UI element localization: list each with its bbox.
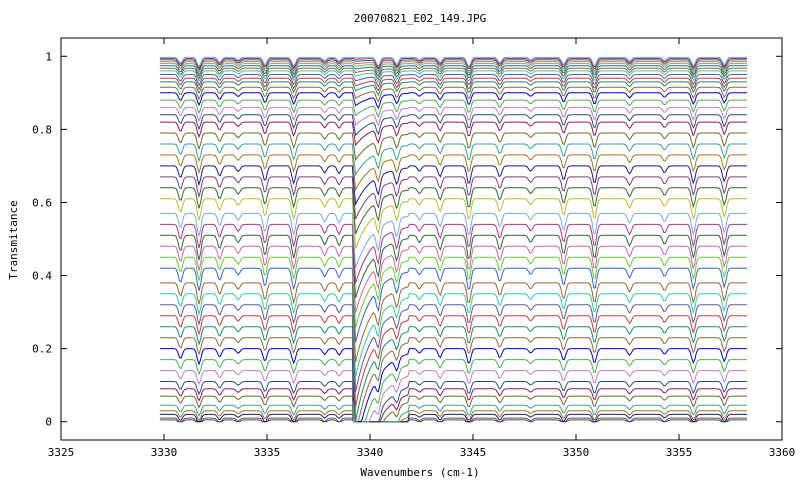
series-line	[159, 198, 747, 249]
series-line	[159, 99, 747, 118]
series-line	[159, 404, 747, 423]
series-line	[159, 59, 747, 71]
series-line	[159, 304, 747, 392]
series-line	[159, 81, 747, 97]
y-tick-label: 0	[45, 416, 52, 429]
y-axis-label: Transmitance	[7, 200, 20, 279]
series-line	[159, 370, 747, 423]
series-line	[159, 154, 747, 192]
y-tick-label: 0.6	[32, 196, 52, 209]
series-line	[159, 106, 747, 127]
y-tick-label: 0.2	[32, 343, 52, 356]
series-line	[159, 65, 747, 77]
series-line	[159, 419, 747, 423]
series-line	[159, 410, 747, 423]
series-line	[159, 143, 747, 177]
y-axis-ticks: 0 0.2 0.4 0.6 0.8 1	[32, 50, 782, 429]
series-line	[159, 315, 747, 407]
series-line	[159, 58, 747, 69]
series-line	[159, 348, 747, 423]
x-tick-label: 3330	[151, 446, 178, 459]
series-line	[159, 395, 747, 423]
x-tick-label: 3350	[563, 446, 590, 459]
series-line	[159, 326, 747, 422]
series-line	[159, 359, 747, 423]
series-line	[159, 256, 747, 328]
series-line	[159, 86, 747, 103]
series-line	[159, 165, 747, 207]
chart-title: 20070821_E02_149.JPG	[354, 12, 486, 25]
series-line	[159, 234, 747, 299]
series-line	[159, 176, 747, 220]
y-tick-label: 0.8	[32, 123, 52, 136]
x-tick-label: 3340	[357, 446, 384, 459]
x-tick-label: 3360	[769, 446, 796, 459]
series-line	[159, 267, 747, 343]
series-layer	[159, 56, 747, 423]
series-line	[159, 413, 747, 423]
series-line	[159, 56, 747, 68]
x-axis-label: Wavenumbers (cm-1)	[360, 466, 479, 479]
series-line	[159, 77, 747, 92]
series-line	[159, 381, 747, 423]
series-line	[159, 74, 747, 88]
x-tick-label: 3345	[460, 446, 487, 459]
series-line	[159, 245, 747, 313]
series-line	[159, 223, 747, 284]
x-axis-ticks: 3325 3330 3335 3340 3345 3350 3355 3360	[48, 38, 796, 459]
y-tick-label: 1	[45, 50, 52, 63]
series-line	[159, 212, 747, 269]
series-line	[159, 417, 747, 423]
series-line	[159, 282, 747, 363]
series-line	[159, 67, 747, 81]
x-tick-label: 3355	[666, 446, 693, 459]
series-line	[159, 61, 747, 73]
x-tick-label: 3325	[48, 446, 75, 459]
series-line	[159, 293, 747, 378]
series-line	[159, 121, 747, 147]
series-line	[159, 187, 747, 235]
plot-frame	[60, 37, 783, 441]
series-line	[159, 70, 747, 84]
series-line	[159, 92, 747, 110]
series-line	[159, 388, 747, 423]
series-line	[159, 132, 747, 162]
series-line	[159, 114, 747, 137]
series-line	[159, 63, 747, 75]
y-tick-label: 0.4	[32, 270, 52, 283]
series-line	[159, 337, 747, 423]
x-tick-label: 3335	[254, 446, 281, 459]
